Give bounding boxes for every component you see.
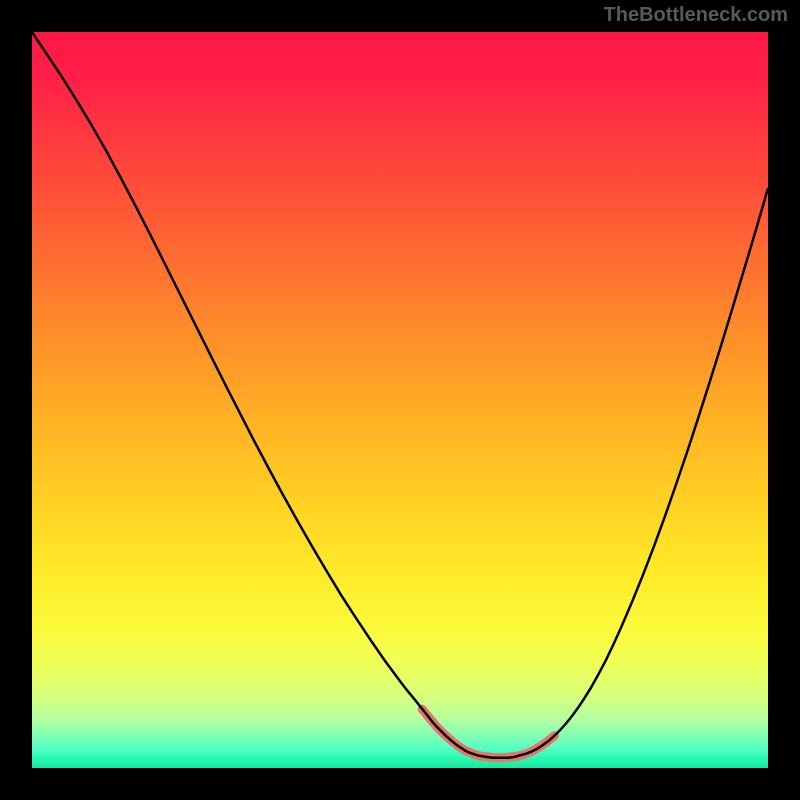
chart-container: TheBottleneck.com [0,0,800,800]
plot-svg [32,32,768,768]
watermark-text: TheBottleneck.com [604,4,788,27]
gradient-rect [32,32,768,768]
